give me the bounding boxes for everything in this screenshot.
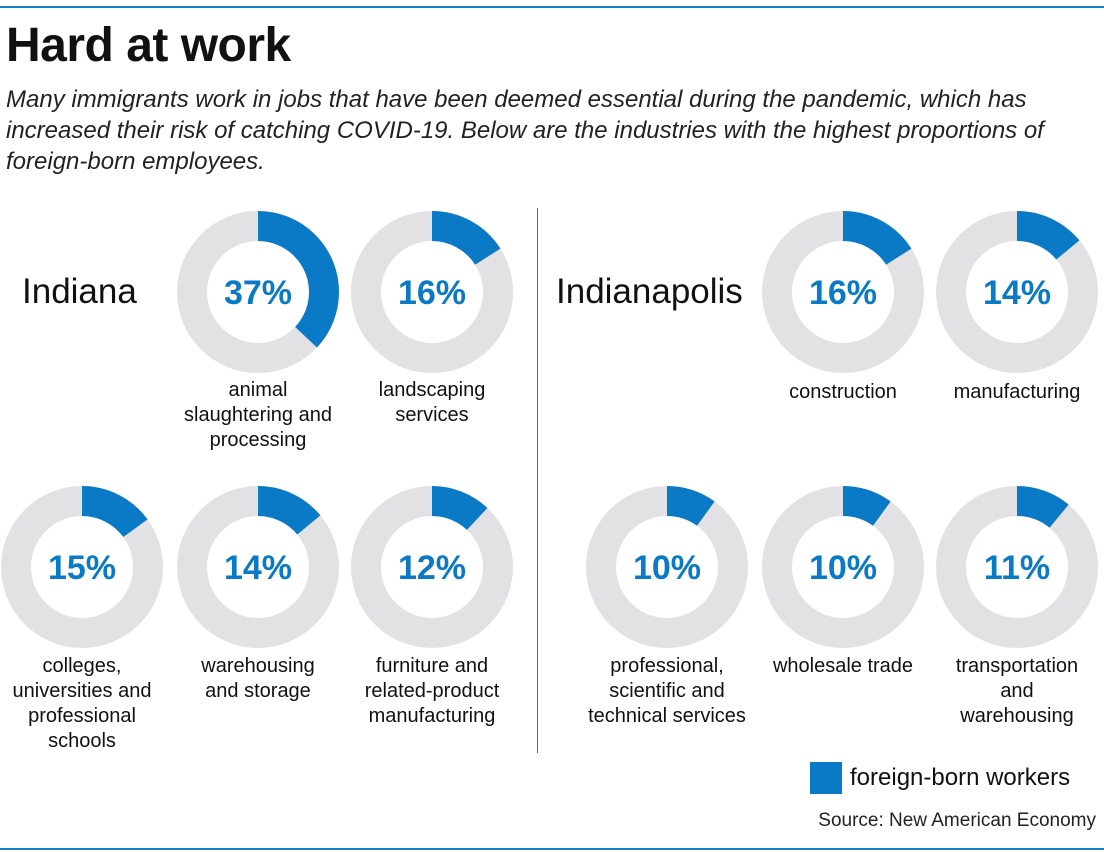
donut-svg: 16% <box>762 211 924 373</box>
category-label: manufacturing <box>953 381 1081 403</box>
category-label: professional, scientific and technical s… <box>588 655 746 727</box>
donut-slice-foreign-born <box>351 486 513 648</box>
donut-slice-foreign-born <box>177 211 339 373</box>
chart-title: Hard at work <box>6 19 291 72</box>
donut-value-label: 12% <box>398 549 466 587</box>
donut-value-label: 37% <box>224 274 292 312</box>
donut-slice-foreign-born <box>1 486 163 648</box>
category-label: construction <box>789 381 897 403</box>
bottom-rule <box>0 848 1104 850</box>
donut-slice-foreign-born <box>177 486 339 648</box>
source-note: Source: New American Economy <box>818 810 1096 831</box>
top-rule <box>0 6 1104 8</box>
donut-indiana-colleges-universities-and-professional-schools: 15% <box>0 485 164 649</box>
donut-slice-foreign-born <box>936 211 1098 373</box>
donut-slice-foreign-born <box>586 486 748 648</box>
donut-indianapolis-construction: 16% <box>761 210 925 374</box>
donut-svg: 37% <box>177 211 339 373</box>
donut-value-label: 16% <box>809 274 877 312</box>
category-label: warehousing and storage <box>201 655 315 702</box>
donut-value-label: 10% <box>633 549 701 587</box>
donut-value-label: 15% <box>48 549 116 587</box>
donut-svg: 14% <box>177 486 339 648</box>
legend-label: foreign-born workers <box>850 764 1071 791</box>
category-label: landscaping services <box>378 379 486 426</box>
donut-value-label: 11% <box>984 549 1050 587</box>
legend: foreign-born workers <box>810 762 1070 794</box>
region-divider <box>537 208 538 753</box>
donut-value-label: 10% <box>809 549 877 587</box>
donut-indiana-animal-slaughtering-and-processing: 37% <box>176 210 340 374</box>
chart-subtitle: Many immigrants work in jobs that have b… <box>6 86 1044 175</box>
donut-svg: 12% <box>351 486 513 648</box>
donut-svg: 14% <box>936 211 1098 373</box>
category-label: animal slaughtering and processing <box>184 379 332 451</box>
donut-slice-foreign-born <box>762 486 924 648</box>
donut-svg: 11% <box>936 486 1098 648</box>
donut-indianapolis-professional-scientific-and-technical-services: 10% <box>585 485 749 649</box>
donut-value-label: 14% <box>983 274 1051 312</box>
donut-indianapolis-manufacturing: 14% <box>935 210 1099 374</box>
donut-svg: 10% <box>762 486 924 648</box>
donut-svg: 15% <box>1 486 163 648</box>
donut-indianapolis-transportation-and-warehousing: 11% <box>935 485 1099 649</box>
donut-indiana-landscaping-services: 16% <box>350 210 514 374</box>
category-label: transportation and warehousing <box>955 655 1079 727</box>
donut-slice-foreign-born <box>936 486 1098 648</box>
donut-indiana-furniture-and-related-product-manufacturing: 12% <box>350 485 514 649</box>
donut-svg: 16% <box>351 211 513 373</box>
donut-svg: 10% <box>586 486 748 648</box>
legend-swatch <box>810 762 842 794</box>
region-label-indianapolis: Indianapolis <box>556 272 743 311</box>
category-label: wholesale trade <box>772 655 914 677</box>
donut-slice-foreign-born <box>762 211 924 373</box>
donut-indianapolis-wholesale-trade: 10% <box>761 485 925 649</box>
donut-value-label: 16% <box>398 274 466 312</box>
donut-indiana-warehousing-and-storage: 14% <box>176 485 340 649</box>
donut-slice-foreign-born <box>351 211 513 373</box>
region-label-indiana: Indiana <box>22 272 137 311</box>
category-label: furniture and related-product manufactur… <box>364 655 500 727</box>
donut-value-label: 14% <box>224 549 292 587</box>
category-label: colleges, universities and professional … <box>12 655 152 752</box>
